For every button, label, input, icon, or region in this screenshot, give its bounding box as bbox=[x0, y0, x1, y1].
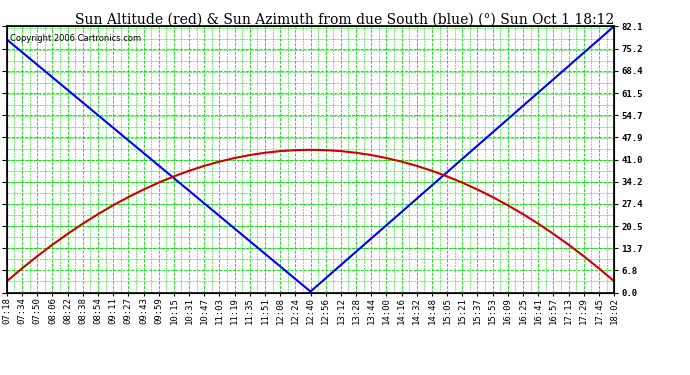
Text: Copyright 2006 Cartronics.com: Copyright 2006 Cartronics.com bbox=[10, 34, 141, 43]
Text: Sun Altitude (red) & Sun Azimuth from due South (blue) (°) Sun Oct 1 18:12: Sun Altitude (red) & Sun Azimuth from du… bbox=[75, 13, 615, 27]
